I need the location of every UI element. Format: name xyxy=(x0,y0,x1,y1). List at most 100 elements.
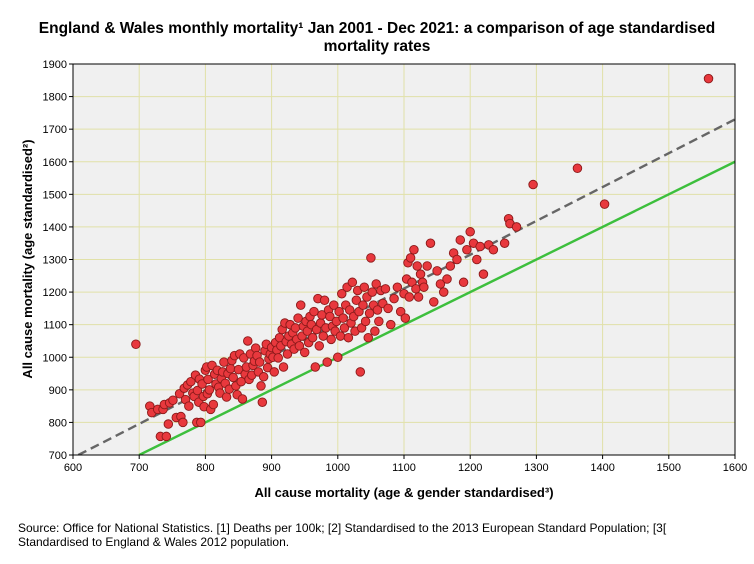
data-point xyxy=(256,381,266,391)
data-point xyxy=(380,284,391,294)
data-point xyxy=(314,341,325,351)
data-point xyxy=(366,253,376,263)
data-point xyxy=(389,293,399,304)
x-axis-label: All cause mortality (age & gender standa… xyxy=(254,485,553,500)
data-point xyxy=(293,313,303,323)
data-point xyxy=(419,282,429,292)
data-point xyxy=(307,332,318,343)
data-point xyxy=(337,288,347,299)
data-point xyxy=(339,323,350,333)
data-points xyxy=(131,73,714,442)
data-point xyxy=(310,362,321,372)
data-point xyxy=(318,331,328,341)
data-point xyxy=(204,385,215,395)
data-point xyxy=(333,352,343,363)
y-tick-label: 800 xyxy=(49,417,67,429)
x-tick-label: 1200 xyxy=(458,462,482,474)
reference-lines xyxy=(77,118,735,455)
data-point xyxy=(168,395,178,406)
x-tick-label: 1400 xyxy=(590,462,614,474)
data-point xyxy=(488,244,499,255)
data-point xyxy=(422,261,432,271)
data-point xyxy=(325,311,335,322)
data-point xyxy=(184,401,194,411)
data-point xyxy=(351,295,362,305)
y-tick-label: 1900 xyxy=(43,59,67,71)
data-point xyxy=(392,282,403,292)
x-tick-label: 900 xyxy=(262,462,280,474)
data-point xyxy=(203,374,213,385)
data-point xyxy=(358,300,368,310)
data-point xyxy=(413,292,424,302)
data-point xyxy=(269,367,279,377)
chart-title: England & Wales monthly mortality¹ Jan 2… xyxy=(0,20,754,56)
data-point xyxy=(395,306,406,317)
data-point xyxy=(370,326,380,336)
data-point xyxy=(400,313,411,323)
data-point xyxy=(409,244,419,255)
data-point xyxy=(386,319,396,330)
data-point xyxy=(228,372,238,383)
data-point xyxy=(278,362,289,372)
data-point xyxy=(360,316,371,327)
data-point xyxy=(374,316,384,327)
data-point xyxy=(257,397,268,407)
x-tick-label: 1500 xyxy=(657,462,681,474)
trend-line xyxy=(77,118,735,455)
data-point xyxy=(415,269,426,279)
data-point xyxy=(163,419,174,429)
y-tick-label: 1000 xyxy=(43,352,67,364)
data-point xyxy=(412,261,422,271)
data-point xyxy=(363,332,374,343)
data-point xyxy=(438,287,449,297)
data-point xyxy=(347,277,358,288)
data-point xyxy=(326,334,336,345)
chart-title-line-1: England & Wales monthly mortality¹ Jan 2… xyxy=(38,20,716,37)
data-point xyxy=(367,287,377,297)
data-point xyxy=(290,323,301,333)
source-line-1: Source: Office for National Statistics. … xyxy=(18,521,667,535)
y-tick-label: 700 xyxy=(49,450,67,462)
data-point xyxy=(343,332,354,343)
data-point xyxy=(254,357,265,367)
data-point xyxy=(411,284,421,294)
y-tick-label: 1400 xyxy=(43,222,67,234)
data-point xyxy=(329,300,339,310)
data-point xyxy=(528,179,538,190)
data-point xyxy=(432,266,442,276)
data-point xyxy=(309,306,319,317)
data-point xyxy=(435,279,446,289)
y-axis-label: All cause mortality (age standardised²) xyxy=(20,139,35,378)
data-point xyxy=(372,305,383,315)
x-tick-label: 800 xyxy=(196,462,214,474)
y-tick-label: 1200 xyxy=(43,287,67,299)
data-point xyxy=(178,417,188,428)
data-point xyxy=(273,353,283,363)
data-point xyxy=(355,367,366,377)
data-point xyxy=(294,341,305,351)
data-point xyxy=(258,372,269,382)
data-point xyxy=(599,199,610,209)
data-point xyxy=(511,222,522,232)
data-point xyxy=(465,227,475,237)
data-point xyxy=(425,238,436,248)
chart-title-line-2: mortality rates xyxy=(323,38,431,55)
data-point xyxy=(299,347,310,358)
x-axis-ticks: 600 700 800 900 1000 1100 1200 1300 1400 1500 1600 xyxy=(64,455,747,474)
data-point xyxy=(161,431,172,442)
data-point xyxy=(572,163,583,174)
data-point xyxy=(237,394,248,404)
data-point xyxy=(186,376,196,387)
data-point xyxy=(282,349,293,359)
data-point xyxy=(455,235,466,245)
data-point xyxy=(472,254,482,265)
data-point xyxy=(478,269,489,279)
data-point xyxy=(243,336,253,346)
data-point xyxy=(371,279,381,289)
data-point xyxy=(499,238,510,248)
data-point xyxy=(208,399,219,410)
x-tick-label: 700 xyxy=(130,462,148,474)
x-tick-label: 1000 xyxy=(326,462,350,474)
x-tick-label: 1100 xyxy=(392,462,416,474)
